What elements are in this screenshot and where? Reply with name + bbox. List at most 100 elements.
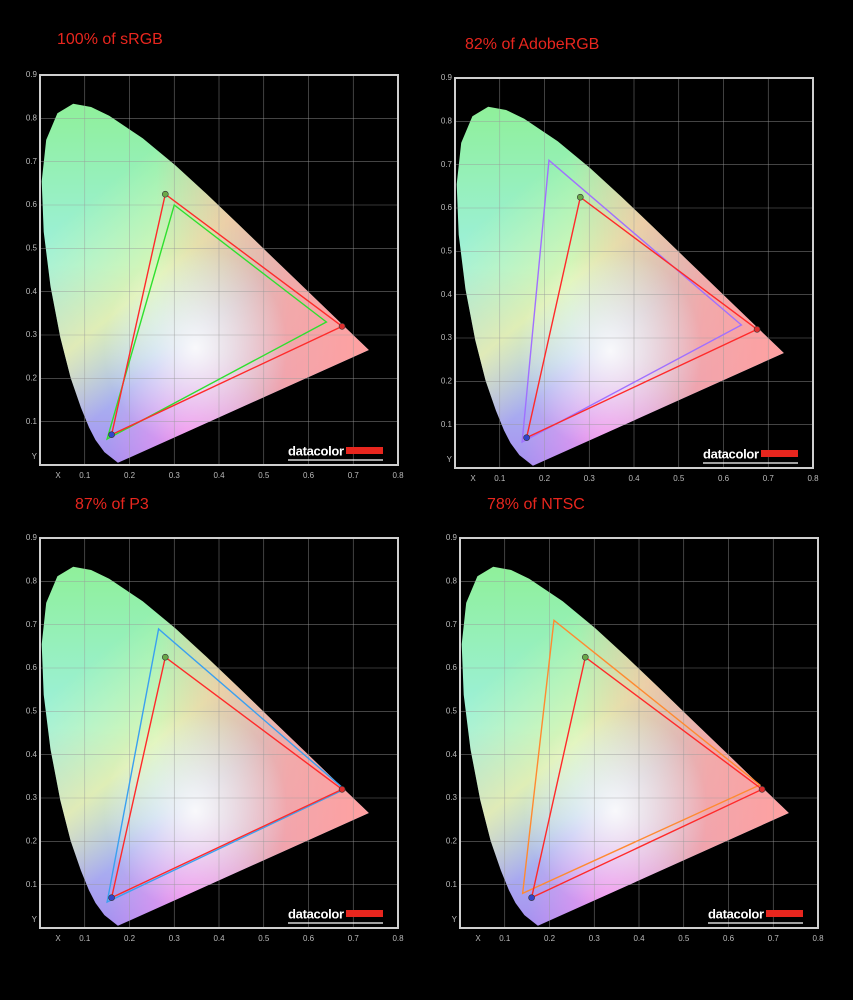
- primary-marker: [338, 323, 346, 330]
- brand-logo: datacolor: [708, 906, 764, 921]
- chart: 0.1 0.2 0.3 0.4 0.5 0.6 0.7 0.8 0.1 0.2 0.3 0.4 0.5 0…: [26, 533, 404, 943]
- y-tick-label: 0.4: [26, 750, 38, 759]
- chart: 0.1 0.2 0.3 0.4 0.5 0.6 0.7 0.8 0.1 0.2 0.3 0.4 0.5 0…: [441, 73, 819, 483]
- y-tick-label: 0.2: [26, 373, 38, 382]
- y-tick-label: 0.7: [26, 620, 38, 629]
- gamut-triangle: [110, 655, 344, 899]
- gamut-triangle: [110, 192, 344, 436]
- y-tick-label: 0.2: [446, 836, 458, 845]
- y-tick-label: 0.8: [26, 113, 38, 122]
- primary-marker: [528, 894, 535, 901]
- y-tick-label: 0.3: [446, 793, 458, 802]
- y-tick-label: 0.4: [441, 290, 453, 299]
- y-tick-label: 0.6: [446, 663, 458, 672]
- y-tick-label: 0.2: [441, 376, 453, 385]
- x-tick-label: 0.4: [633, 934, 645, 943]
- x-tick-label: 0.5: [678, 934, 690, 943]
- y-tick-label: 0.6: [26, 200, 38, 209]
- y-tick-label: 0.1: [441, 420, 453, 429]
- x-tick-label: 0.3: [584, 474, 596, 483]
- y-tick-label: 0.8: [441, 116, 453, 125]
- y-axis-label: Y: [447, 455, 453, 464]
- x-tick-label: 0.1: [79, 934, 91, 943]
- brand-bar: [346, 910, 383, 917]
- x-tick-label: 0.5: [258, 934, 270, 943]
- x-tick-label: 0.2: [124, 471, 136, 480]
- spectral-locus: [456, 106, 784, 466]
- x-tick-label: 0.7: [768, 934, 780, 943]
- y-tick-label: 0.2: [26, 836, 38, 845]
- primary-marker: [108, 431, 115, 438]
- spectral-locus: [41, 566, 369, 926]
- gamut-triangle: [106, 627, 346, 904]
- y-tick-label: 0.9: [441, 73, 453, 82]
- y-tick-label: 0.9: [26, 70, 38, 79]
- primary-marker: [162, 653, 169, 661]
- x-tick-label: 0.5: [258, 471, 270, 480]
- plot-border: [39, 537, 399, 929]
- primary-marker: [753, 326, 761, 333]
- x-tick-label: 0.2: [124, 934, 136, 943]
- x-tick-label: 0.1: [79, 471, 91, 480]
- y-tick-label: 0.6: [26, 663, 38, 672]
- primary-marker: [523, 434, 530, 441]
- y-tick-label: 0.7: [26, 157, 38, 166]
- x-tick-label: 0.3: [169, 471, 181, 480]
- x-tick-label: 0.7: [348, 471, 360, 480]
- spectral-locus: [41, 103, 369, 463]
- x-tick-label: 0.7: [763, 474, 775, 483]
- y-tick-label: 0.4: [26, 287, 38, 296]
- x-tick-label: 0.5: [673, 474, 685, 483]
- x-tick-label: 0.2: [539, 474, 551, 483]
- brand-bar: [761, 450, 798, 457]
- x-axis-label: X: [55, 471, 61, 480]
- y-tick-label: 0.1: [26, 417, 38, 426]
- x-tick-label: 0.8: [812, 934, 824, 943]
- y-tick-label: 0.7: [446, 620, 458, 629]
- gamut-triangle: [521, 618, 762, 895]
- y-tick-label: 0.1: [446, 880, 458, 889]
- x-tick-label: 0.6: [723, 934, 735, 943]
- y-tick-label: 0.8: [26, 576, 38, 585]
- chart: 0.1 0.2 0.3 0.4 0.5 0.6 0.7 0.8 0.1 0.2 0.3 0.4 0.5 0…: [26, 70, 404, 480]
- y-axis-label: Y: [452, 915, 458, 924]
- x-tick-label: 0.3: [169, 934, 181, 943]
- x-tick-label: 0.6: [718, 474, 730, 483]
- plot-border: [39, 74, 399, 466]
- chart-title: 78% of NTSC: [487, 496, 585, 513]
- x-tick-label: 0.8: [807, 474, 819, 483]
- spectral-locus: [461, 566, 789, 926]
- y-tick-label: 0.3: [441, 333, 453, 342]
- y-tick-label: 0.5: [26, 243, 38, 252]
- x-tick-label: 0.4: [628, 474, 640, 483]
- chart-title: 82% of AdobeRGB: [465, 36, 599, 53]
- brand-logo: datacolor: [703, 446, 759, 461]
- y-tick-label: 0.8: [446, 576, 458, 585]
- y-tick-label: 0.6: [441, 203, 453, 212]
- brand-bar: [346, 447, 383, 454]
- y-axis-label: Y: [32, 915, 38, 924]
- y-tick-label: 0.5: [441, 246, 453, 255]
- primary-marker: [338, 786, 346, 793]
- y-tick-label: 0.9: [26, 533, 38, 542]
- brand-logo: datacolor: [288, 443, 344, 458]
- y-tick-label: 0.3: [26, 793, 38, 802]
- brand-logo: datacolor: [288, 906, 344, 921]
- x-axis-label: X: [55, 934, 61, 943]
- x-axis-label: X: [475, 934, 481, 943]
- x-tick-label: 0.1: [494, 474, 506, 483]
- gamut-triangle: [521, 158, 743, 444]
- y-tick-label: 0.7: [441, 160, 453, 169]
- x-tick-label: 0.1: [499, 934, 511, 943]
- x-tick-label: 0.4: [213, 934, 225, 943]
- gamut-triangle: [105, 203, 328, 441]
- primary-marker: [108, 894, 115, 901]
- x-tick-label: 0.6: [303, 934, 315, 943]
- x-tick-label: 0.6: [303, 471, 315, 480]
- plot-border: [459, 537, 819, 929]
- gamut-triangle: [525, 195, 759, 439]
- chart-title: 87% of P3: [75, 496, 149, 513]
- plot-border: [454, 77, 814, 469]
- brand-bar: [766, 910, 803, 917]
